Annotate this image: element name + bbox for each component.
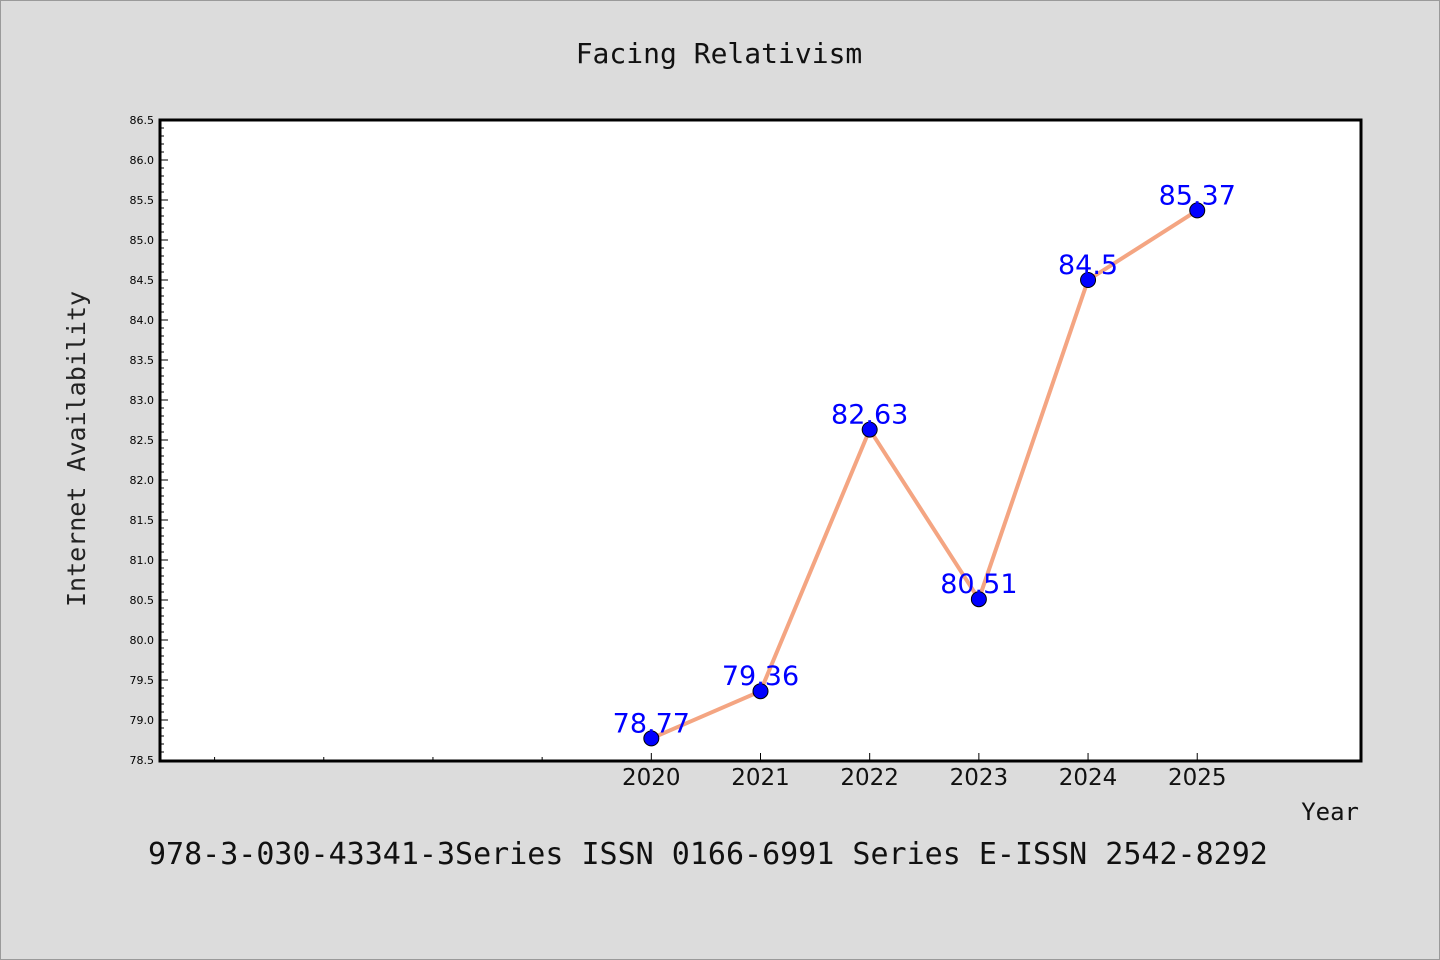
x-tick-label: 2020 (622, 765, 681, 791)
y-tick-label: 85.5 (130, 194, 155, 207)
y-tick-label: 80.0 (130, 634, 155, 647)
y-tick-label: 84.5 (130, 274, 155, 287)
y-tick-label: 85.0 (130, 234, 155, 247)
data-point (970, 591, 987, 608)
y-tick-label: 86.0 (130, 154, 155, 167)
y-tick-label: 83.0 (130, 394, 155, 407)
x-tick-label: 2025 (1168, 765, 1227, 791)
plot-border (158, 118, 1363, 763)
y-tick-label: 80.5 (130, 594, 155, 607)
series-layer: 78.77 79.36 82.63 80.51 84.5 85.37 (613, 180, 1236, 747)
series-line (649, 208, 1200, 741)
y-tick-label: 81.5 (130, 514, 155, 527)
data-point (1080, 272, 1097, 288)
footer-isbn-issn: 978-3-030-43341-3Series ISSN 0166-6991 S… (148, 837, 1268, 872)
x-tick-label: 2024 (1059, 765, 1118, 791)
y-tick-label: 83.5 (130, 354, 155, 367)
y-tick-label: 79.0 (130, 714, 155, 727)
data-label: 82.63 (831, 400, 908, 431)
y-axis-label: Internet Availability (62, 291, 91, 607)
y-axis: 78.5 79.0 79.5 80.0 80.5 81.0 81.5 82.0 82.5 83.0… (130, 114, 168, 767)
y-tick-label: 82.0 (130, 474, 155, 487)
x-tick-label: 2022 (840, 765, 899, 791)
chart-title: Facing Relativism (576, 37, 863, 70)
data-point (643, 730, 660, 747)
x-tick-label: 2021 (731, 765, 790, 791)
data-label: 85.37 (1159, 180, 1236, 211)
data-point (861, 421, 878, 438)
data-label: 79.36 (722, 661, 799, 692)
y-tick-label: 82.5 (130, 434, 155, 447)
data-point (752, 683, 769, 700)
y-tick-label: 81.0 (130, 554, 155, 567)
data-label: 84.5 (1058, 250, 1118, 281)
plot-area (160, 120, 1361, 761)
data-label: 80.51 (940, 569, 1017, 600)
x-axis: 2020 2021 2022 2023 2024 2025 (214, 753, 1227, 791)
y-tick-label: 79.5 (130, 674, 155, 687)
x-axis-label: Year (1301, 798, 1359, 826)
y-tick-label: 86.5 (130, 114, 155, 127)
data-point (1189, 202, 1206, 219)
x-tick-label: 2023 (950, 765, 1009, 791)
data-label: 78.77 (613, 708, 690, 739)
y-tick-label: 78.5 (130, 754, 155, 767)
y-tick-label: 84.0 (130, 314, 155, 327)
